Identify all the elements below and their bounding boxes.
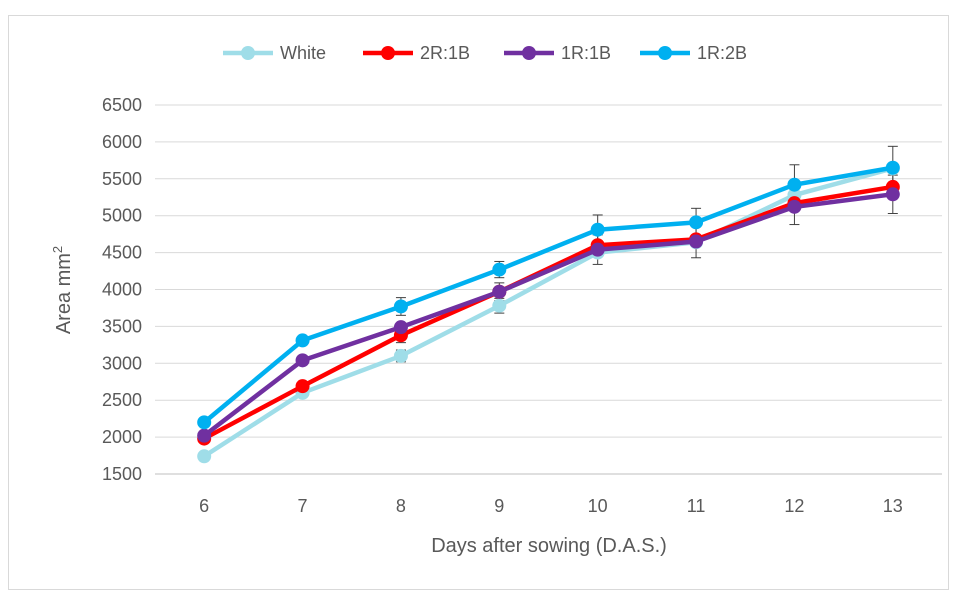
y-tick-label: 2500 — [102, 390, 142, 410]
legend-marker — [241, 46, 255, 60]
data-point-1r-1b — [393, 320, 408, 335]
data-point-1r-1b — [197, 428, 212, 443]
data-point-white — [197, 449, 212, 464]
x-tick-label: 12 — [784, 496, 804, 516]
legend-label: White — [280, 43, 326, 63]
data-point-1r-2b — [492, 262, 507, 277]
y-axis-title-superscript: 2 — [50, 246, 65, 253]
legend: White 2R:1B 1R:1B 1R:2B — [223, 43, 747, 63]
x-tick-label: 10 — [588, 496, 608, 516]
series-lines — [197, 160, 900, 464]
y-tick-label: 5500 — [102, 169, 142, 189]
legend-marker — [658, 46, 672, 60]
x-axis-ticks: 6 7 8 9 10 11 12 13 — [199, 496, 903, 516]
data-point-2r-1b — [295, 379, 310, 394]
y-tick-label: 5000 — [102, 206, 142, 226]
legend-label: 1R:2B — [697, 43, 747, 63]
data-point-1r-1b — [885, 187, 900, 202]
data-point-1r-2b — [590, 222, 605, 237]
y-axis-title: Area mm2 — [50, 246, 75, 334]
legend-label: 2R:1B — [420, 43, 470, 63]
data-point-1r-2b — [295, 333, 310, 348]
y-tick-label: 3000 — [102, 353, 142, 373]
legend-item-1r-2b: 1R:2B — [640, 43, 747, 63]
data-point-1r-2b — [197, 415, 212, 430]
data-point-1r-2b — [393, 299, 408, 314]
y-tick-label: 3500 — [102, 316, 142, 336]
series-line-1r-1b — [202, 192, 894, 438]
legend-marker — [522, 46, 536, 60]
y-tick-label: 2000 — [102, 427, 142, 447]
x-tick-label: 7 — [298, 496, 308, 516]
data-point-1r-1b — [295, 353, 310, 368]
y-axis-ticks: 1500 2000 2500 3000 3500 4000 4500 5000 5500 6000… — [102, 95, 142, 484]
y-tick-label: 1500 — [102, 464, 142, 484]
legend-item-2r-1b: 2R:1B — [363, 43, 470, 63]
legend-marker — [381, 46, 395, 60]
gridlines — [155, 104, 942, 475]
y-tick-label: 6500 — [102, 95, 142, 115]
x-tick-label: 8 — [396, 496, 406, 516]
data-point-1r-1b — [689, 234, 704, 249]
y-axis-title-text: Area mm — [53, 253, 75, 334]
legend-label: 1R:1B — [561, 43, 611, 63]
legend-item-1r-1b: 1R:1B — [504, 43, 611, 63]
data-point-1r-1b — [787, 199, 802, 214]
data-point-white — [393, 348, 408, 363]
x-tick-label: 9 — [494, 496, 504, 516]
x-tick-label: 11 — [687, 496, 706, 516]
x-tick-label: 13 — [883, 496, 903, 516]
series-line-white — [202, 166, 894, 459]
data-point-white — [492, 298, 507, 313]
data-point-1r-2b — [885, 160, 900, 175]
legend-item-white: White — [223, 43, 326, 63]
y-tick-label: 4000 — [102, 280, 142, 300]
series-line-1r-2b — [202, 165, 894, 425]
data-point-1r-2b — [689, 215, 704, 230]
data-point-1r-1b — [590, 242, 605, 257]
x-axis-title: Days after sowing (D.A.S.) — [431, 535, 667, 557]
y-tick-label: 4500 — [102, 243, 142, 263]
y-tick-label: 6000 — [102, 132, 142, 152]
data-point-1r-2b — [787, 177, 802, 192]
x-tick-label: 6 — [199, 496, 209, 516]
data-point-1r-1b — [492, 284, 507, 299]
